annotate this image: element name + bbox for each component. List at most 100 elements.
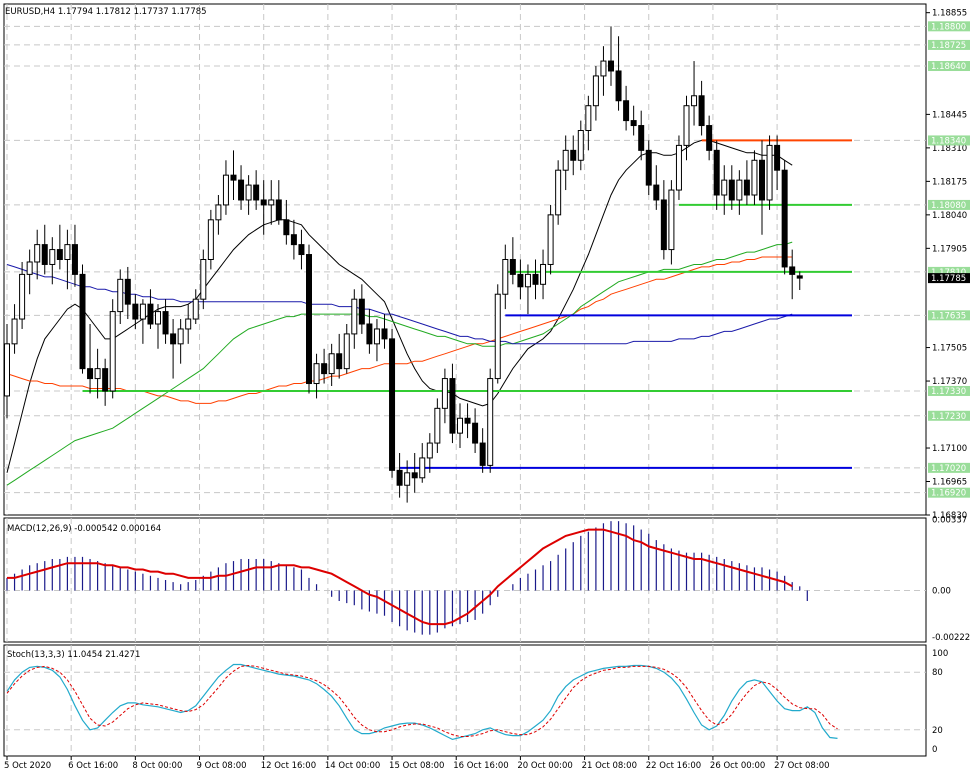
candle-bearish [728,179,735,201]
level-price-tag-bg [928,385,970,396]
candle-bearish [260,199,267,206]
level-price-tag: 1.18080 [928,199,970,211]
candle-bullish [502,259,509,295]
price-tick-label: 1.17505 [932,344,967,354]
candle-bearish [743,179,750,196]
candle-bullish [200,259,207,300]
candle-bearish [358,298,365,325]
candle-bullish [109,311,116,392]
candle-bearish [570,149,577,161]
candle-bullish [4,343,10,397]
time-tick-label: 15 Oct 08:00 [389,761,444,771]
candle-bearish [170,333,177,345]
candle-bearish [253,184,260,201]
candle-bearish [87,368,94,380]
macd-tick-label: 0.00337 [932,516,967,526]
time-tick-label: 6 Oct 16:00 [68,761,118,771]
price-tick-label: 1.16965 [932,478,967,488]
time-axis[interactable]: 5 Oct 2020 6 Oct 16:00 8 Oct 00:00 9 Oct 08… [4,756,830,771]
level-price-tag-text: 1.17785 [931,274,966,284]
level-price-tag-text: 1.17020 [931,464,966,474]
candle-bearish [147,303,154,325]
candle-bearish [396,469,403,486]
stoch-label: Stoch(13,3,3) 11.0454 21.4271 [7,650,140,660]
level-price-tag-bg [928,410,970,421]
candle-bearish [509,259,516,275]
level-price-tag-text: 1.17635 [931,311,966,321]
time-tick-label: 22 Oct 16:00 [646,761,701,771]
stoch-main-line [6,663,838,741]
candle-bearish [411,472,418,479]
candle-bullish [426,442,433,459]
candle-bearish [713,149,720,196]
level-price-tag-bg [928,61,970,72]
level-price-tag-bg [928,310,970,321]
candle-bullish [419,457,426,479]
level-price-tag: 1.18800 [928,21,970,32]
candle-bearish [306,254,312,385]
candle-bearish [706,125,713,151]
candle-bullish [721,179,728,196]
panel-frame-1 [3,3,927,516]
candle-bullish [139,303,146,320]
level-price-tag-bg [928,199,970,210]
candle-bearish [71,244,78,275]
time-tick-label: 14 Oct 00:00 [325,761,380,771]
candle-bullish [222,174,229,206]
candle-bullish [751,159,758,196]
time-tick-label: 12 Oct 16:00 [261,761,316,771]
candle-bullish [313,363,320,385]
level-price-tag-text: 1.16920 [931,489,966,499]
candle-bullish [494,293,501,380]
candle-bearish [660,199,667,251]
candle-bullish [736,179,743,201]
stochastic-panel [6,663,838,741]
stoch-tick-label: 20 [932,726,943,736]
level-price-tag: 1.17330 [928,385,970,397]
candle-bullish [215,204,222,221]
candle-bearish [789,266,796,275]
candle-bullish [600,60,607,77]
panel-frame-3 [3,644,927,757]
level-price-tag-text: 1.18725 [931,41,966,51]
stoch-signal-line [6,664,838,737]
candle-bullish [26,261,33,275]
level-price-tag-bg [928,39,970,50]
level-price-tag-text: 1.18640 [931,62,966,72]
level-price-tag: 1.17020 [928,462,970,474]
candle-bullish [592,75,599,107]
candlesticks [4,26,803,503]
candle-bearish [472,422,479,444]
price-axis[interactable]: 1.18855 1.18445 1.18310 1.18175 1.18040 1.179… [926,9,970,755]
candle-bullish [540,263,547,285]
candle-bearish [759,159,765,201]
candle-bullish [11,318,18,345]
candle-bullish [245,184,252,201]
candle-bullish [441,378,448,409]
time-tick-label: 9 Oct 08:00 [197,761,247,771]
candle-bearish [645,149,652,186]
level-price-tag: 1.17810 [928,266,970,278]
candle-bullish [19,273,26,320]
candle-bullish [49,249,56,265]
candle-bearish [464,417,471,424]
candle-bullish [668,189,675,251]
level-price-tag-bg [928,487,970,498]
candle-bullish [185,318,192,330]
candle-bullish [117,278,124,313]
price-tick-label: 1.17905 [932,244,967,254]
candle-bearish [623,100,630,122]
candle-bearish [608,60,614,72]
candle-bearish [336,353,343,370]
level-price-tag: 1.18640 [928,61,970,72]
candle-bearish [290,234,297,246]
candle-bearish [366,323,373,345]
time-tick-label: 26 Oct 00:00 [710,761,765,771]
stoch-tick-label: 0 [932,745,937,755]
candle-bullish [192,298,199,320]
stoch-tick-label: 100 [932,649,948,659]
candle-bearish [630,120,637,127]
moving-average-black [6,139,793,473]
candle-bullish [343,333,350,370]
